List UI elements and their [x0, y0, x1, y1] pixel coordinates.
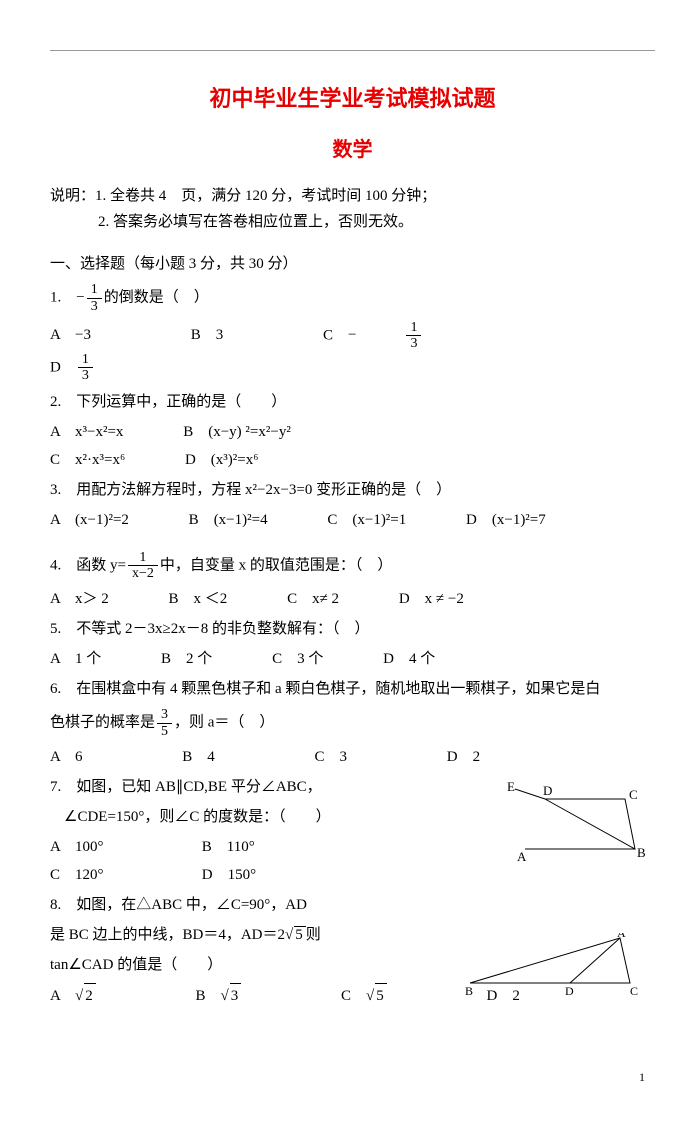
- fig7-label-a: A: [517, 849, 527, 864]
- instruction-line-2: 2. 答案务必填写在答卷相应位置上，否则无效。: [50, 210, 655, 234]
- q5-opt-d: D 4 个: [383, 647, 463, 671]
- q1-options: A −3 B 3 C −13 D 13: [50, 320, 655, 384]
- q2-opt-d: D (x³)²=x⁶: [185, 448, 287, 472]
- q2-opt-c: C x²·x³=x⁶: [50, 448, 153, 472]
- question-5-stem: 5. 不等式 2－3x≥2x－8 的非负整数解有：（ ）: [50, 617, 655, 641]
- q2-opt-a: A x³−x²=x: [50, 420, 151, 444]
- q2-opt-b: B (x−y) ²=x²−y²: [183, 420, 319, 444]
- q4-stem-pre: 4. 函数 y=: [50, 557, 126, 573]
- q2-options-row2: C x²·x³=x⁶ D (x³)²=x⁶: [50, 448, 655, 472]
- q4-opt-c: C x≠ 2: [287, 587, 367, 611]
- exam-title: 初中毕业生学业考试模拟试题: [50, 81, 655, 116]
- q6-frac: 35: [157, 707, 172, 739]
- q1-stem-post: 的倒数是（ ）: [104, 290, 209, 306]
- q6-options: A 6 B 4 C 3 D 2: [50, 745, 655, 769]
- fig8-label-d: D: [565, 984, 574, 998]
- question-2-stem: 2. 下列运算中，正确的是（ ）: [50, 390, 655, 414]
- q4-opt-b: B x ＜2: [169, 587, 256, 611]
- q6-opt-c: C 3: [315, 745, 396, 769]
- q5-opt-c: C 3 个: [272, 647, 351, 671]
- fig7-label-d: D: [543, 783, 552, 798]
- q1-opt-b: B 3: [191, 323, 272, 347]
- q8-opt-c: C √5: [341, 983, 435, 1008]
- subject-title: 数学: [50, 134, 655, 166]
- q4-options: A x＞ 2 B x ＜2 C x≠ 2 D x ≠ −2: [50, 587, 655, 611]
- q2-options-row1: A x³−x²=x B (x−y) ²=x²−y²: [50, 420, 655, 444]
- q7-opt-a: A 100°: [50, 835, 170, 859]
- q5-opt-b: B 2 个: [161, 647, 240, 671]
- q1-stem-pre: 1. −: [50, 290, 85, 306]
- question-6-line2: 色棋子的概率是35，则 a＝（ ）: [50, 707, 655, 739]
- question-3-stem: 3. 用配方法解方程时，方程 x²−2x−3=0 变形正确的是（ ）: [50, 478, 655, 502]
- q8-opt-a: A √2: [50, 983, 144, 1008]
- q7-opt-c: C 120°: [50, 863, 170, 887]
- q3-opt-b: B (x−1)²=4: [189, 508, 296, 532]
- top-rule: [50, 50, 655, 51]
- page-number: 1: [50, 1068, 655, 1087]
- section-1-heading: 一、选择题（每小题 3 分，共 30 分）: [50, 252, 655, 276]
- q6-opt-b: B 4: [182, 745, 263, 769]
- q4-opt-a: A x＞ 2: [50, 587, 137, 611]
- fig8-label-c: C: [630, 984, 638, 998]
- fig8-label-a: A: [617, 933, 626, 940]
- q3-opt-d: D (x−1)²=7: [466, 508, 574, 532]
- figure-q8: A B D C: [465, 933, 655, 998]
- question-8-block: 8. 如图，在△ABC 中，∠C=90°，AD 是 BC 边上的中线，BD＝4，…: [50, 893, 655, 1008]
- q1-opt-a: A −3: [50, 323, 139, 347]
- q6-opt-a: A 6: [50, 745, 131, 769]
- instruction-line-1: 说明：1. 全卷共 4 页，满分 120 分，考试时间 100 分钟；: [50, 184, 655, 208]
- question-8-line1: 8. 如图，在△ABC 中，∠C=90°，AD: [50, 893, 655, 917]
- fig7-label-e: E: [507, 779, 515, 794]
- question-1: 1. −13的倒数是（ ）: [50, 282, 655, 314]
- q5-options: A 1 个 B 2 个 C 3 个 D 4 个: [50, 647, 655, 671]
- q7-options-row2: C 120° D 150°: [50, 863, 655, 887]
- q8-sqrt5: 5: [294, 926, 306, 943]
- q8-opt-b: B √3: [196, 983, 290, 1008]
- figure-q7: E D C A B: [505, 779, 655, 864]
- fig7-label-b: B: [637, 845, 646, 860]
- question-7-block: 7. 如图，已知 AB∥CD,BE 平分∠ABC， ∠CDE=150°，则∠C …: [50, 775, 655, 887]
- q4-frac: 1x−2: [128, 550, 158, 582]
- q3-opt-c: C (x−1)²=1: [327, 508, 434, 532]
- q1-stem-frac: 13: [87, 282, 102, 314]
- q3-opt-a: A (x−1)²=2: [50, 508, 157, 532]
- q7-opt-d: D 150°: [202, 863, 284, 887]
- q1-opt-c: C −13: [323, 320, 517, 352]
- q5-opt-a: A 1 个: [50, 647, 129, 671]
- q3-options: A (x−1)²=2 B (x−1)²=4 C (x−1)²=1 D (x−1)…: [50, 508, 655, 532]
- question-6-line1: 6. 在围棋盒中有 4 颗黑色棋子和 a 颗白色棋子，随机地取出一颗棋子，如果它…: [50, 677, 655, 701]
- fig8-label-b: B: [465, 984, 473, 998]
- q1-opt-d: D 13: [50, 352, 189, 384]
- q4-opt-d: D x ≠ −2: [399, 587, 492, 611]
- fig7-label-c: C: [629, 787, 638, 802]
- question-4: 4. 函数 y=1x−2中，自变量 x 的取值范围是：（ ）: [50, 550, 655, 582]
- q7-opt-b: B 110°: [202, 835, 283, 859]
- q6-opt-d: D 2: [447, 745, 528, 769]
- q4-stem-post: 中，自变量 x 的取值范围是：（ ）: [160, 557, 393, 573]
